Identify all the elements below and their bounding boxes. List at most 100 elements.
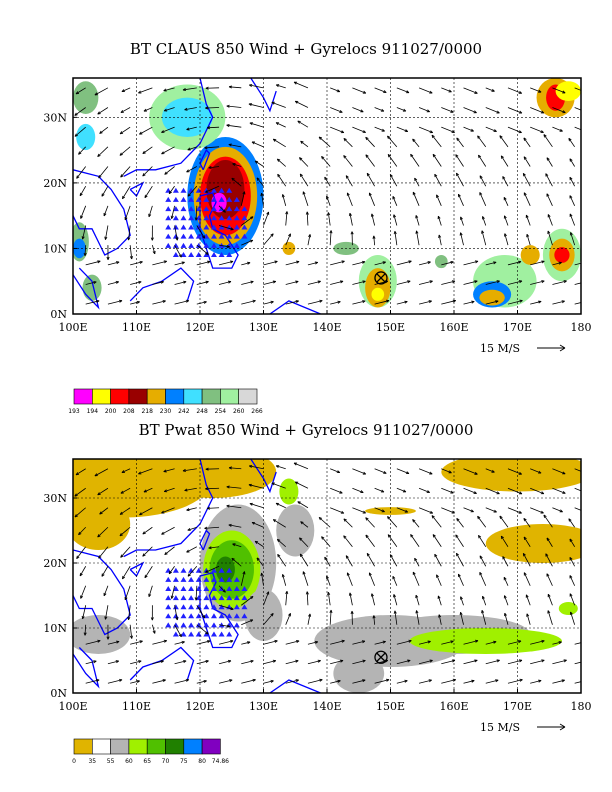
wind-arrowhead (523, 517, 527, 522)
wind-arrowhead (543, 514, 547, 518)
wind-arrow (463, 487, 477, 494)
wind-arrow (226, 505, 242, 509)
wind-arrow (240, 571, 245, 586)
wind-arrow (441, 679, 456, 684)
wind-arrow (522, 553, 531, 567)
wind-arrowhead (119, 152, 123, 156)
wind-arrowhead (121, 470, 125, 473)
wind-arrow (231, 177, 242, 187)
wind-arrowhead (450, 109, 454, 113)
wind-arrow (523, 536, 531, 547)
wind-arrow (241, 641, 251, 645)
wind-arrow (120, 546, 131, 558)
wind-arrowhead (232, 543, 236, 547)
wind-arrow (463, 126, 474, 132)
wind-arrowhead (181, 640, 185, 644)
wind-arrowhead (276, 538, 281, 543)
x-tick-label: 130E (249, 700, 278, 713)
wind-arrowhead (366, 552, 370, 557)
wind-arrow (458, 573, 464, 586)
wind-arrow (187, 146, 197, 151)
obs-triangle (165, 233, 172, 239)
y-tick-label: 30N (43, 111, 67, 124)
wind-arrow (229, 86, 242, 89)
wind-arrow (143, 487, 153, 493)
wind-arrowhead (75, 472, 80, 476)
wind-arrow (275, 502, 286, 509)
wind-arrowhead (547, 610, 551, 614)
wind-arrowhead (404, 129, 409, 132)
wind-arrow (530, 107, 544, 114)
wind-arrowhead (584, 91, 587, 93)
wind-arrow (187, 185, 198, 197)
wind-arrow (574, 262, 581, 266)
wind-arrow (352, 300, 366, 305)
wind-arrow (525, 214, 531, 226)
wind-arrow (347, 192, 353, 206)
colorbar-swatch (110, 388, 130, 405)
wind-arrow (460, 216, 464, 226)
wind-arrow (299, 173, 309, 187)
wind-arrow (174, 281, 187, 285)
wind-arrowhead (431, 515, 435, 519)
wind-arrow (174, 679, 189, 684)
wind-arrowhead (230, 607, 234, 611)
wind-arrowhead (518, 90, 522, 94)
wind-arrowhead (457, 193, 461, 198)
wind-arrowhead (343, 155, 347, 159)
wind-arrow (441, 107, 454, 113)
y-tick-label: 20N (43, 177, 67, 190)
wind-arrow (263, 680, 274, 684)
wind-arrow (392, 576, 398, 586)
wind-arrowhead (248, 103, 252, 107)
wind-arrowhead (450, 640, 454, 644)
wind-arrowhead (436, 194, 439, 198)
wind-arrow (196, 281, 209, 285)
coastline (129, 646, 195, 681)
coastline (123, 459, 214, 558)
wind-arrow (546, 573, 553, 586)
wind-arrow (485, 659, 500, 665)
wind-arrowhead (231, 557, 235, 562)
wind-arrowhead (294, 481, 299, 485)
wind-arrow (263, 301, 274, 305)
wind-arrowhead (517, 640, 522, 644)
wind-arrow (82, 605, 87, 619)
wind-arrowhead (115, 660, 119, 664)
wind-arrow (441, 280, 456, 285)
wind-arrowhead (345, 555, 349, 559)
wind-arrow (152, 679, 166, 684)
wind-arrow (103, 205, 109, 217)
wind-arrow (84, 245, 87, 256)
wind-arrow (174, 300, 189, 305)
wind-arrowhead (426, 109, 430, 113)
wind-arrow (552, 679, 565, 684)
obs-triangle (172, 233, 179, 239)
wind-arrowhead (519, 299, 523, 303)
reference-vector-arrowhead (559, 723, 566, 731)
wind-arrowhead (523, 137, 527, 141)
wind-arrow (456, 172, 464, 187)
wind-arrowhead (144, 194, 148, 199)
coastline (123, 78, 214, 177)
wind-arrowhead (568, 137, 572, 142)
wind-arrow (204, 146, 220, 149)
wind-arrow (119, 507, 131, 515)
obs-triangle (210, 206, 217, 212)
wind-arrow (285, 613, 291, 625)
wind-arrow (503, 197, 509, 206)
shade-region (73, 238, 86, 259)
wind-arrowhead (182, 468, 187, 472)
wind-arrow (138, 87, 153, 94)
wind-arrow (251, 521, 264, 528)
obs-triangle (241, 613, 248, 619)
colorbar-swatch (146, 738, 166, 755)
wind-arrowhead (429, 510, 434, 514)
wind-arrow (530, 659, 545, 665)
obs-triangle (172, 613, 179, 619)
obs-triangle (218, 567, 225, 573)
wind-arrowhead (230, 227, 234, 231)
wind-arrowhead (207, 640, 211, 644)
wind-arrow (523, 192, 531, 206)
wind-arrowhead (393, 231, 397, 235)
